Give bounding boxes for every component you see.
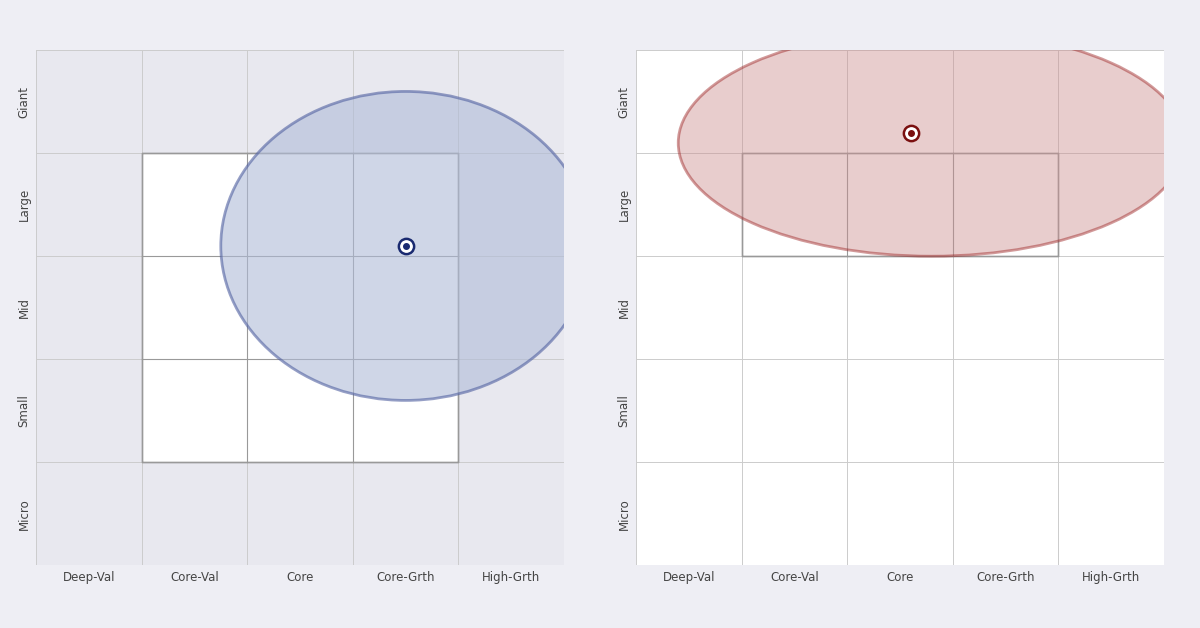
Bar	[142, 153, 458, 462]
Ellipse shape	[678, 30, 1186, 256]
Ellipse shape	[221, 92, 590, 401]
Bar	[742, 153, 1058, 256]
